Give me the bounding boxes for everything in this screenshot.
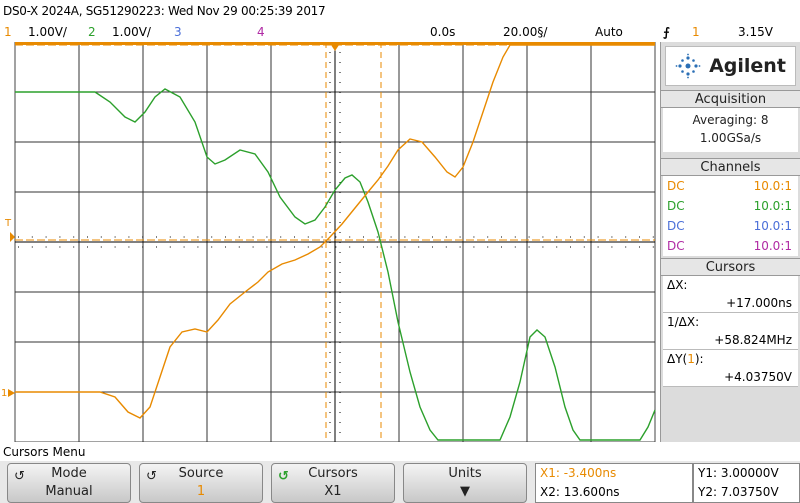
channels-header: Channels [661,158,800,176]
channel-status-bar: 1 1.00V/ 2 1.00V/ 3 4 0.0s 20.00§/ Auto … [0,22,800,42]
mode-softkey-value: Manual [45,484,93,499]
channel-1-waveform [15,44,655,419]
units-softkey[interactable]: Units ▼ [403,463,527,503]
ch2-probe: 10.0:1 [753,199,792,213]
delta-y-source: 1 [687,352,695,366]
trigger-level-arrow [10,232,15,242]
delta-x-label: ΔX: [667,278,688,292]
delta-x-value: +17.000ns [663,294,798,313]
inverse-delta-x-label: 1/ΔX: [667,315,700,329]
mode-softkey[interactable]: ↺ Mode Manual [7,463,131,503]
source-softkey-value: 1 [196,484,206,499]
trigger-mode[interactable]: Auto [595,25,623,39]
channel-row-4: DC 10.0:1 [663,236,798,256]
logo-text: Agilent [709,55,786,77]
acquisition-mode: Averaging: 8 [692,113,769,127]
y-cursor-readout: Y1: 3.00000V Y2: 7.03750V [693,463,800,503]
ch1-ground-arrow [8,389,15,397]
ch1-number[interactable]: 1 [4,25,12,39]
source-softkey[interactable]: ↺ Source 1 [139,463,263,503]
channel-row-2: DC 10.0:1 [663,196,798,216]
y1-readout: Y1: 3.00000V [698,466,779,480]
ch4-number[interactable]: 4 [257,25,265,39]
ch2-scale[interactable]: 1.00V/ [112,25,151,39]
waveform-grid: T 1 [1,42,656,442]
units-softkey-label: Units [448,466,482,481]
time-position[interactable]: 0.0s [430,25,456,39]
channels-panel: DC 10.0:1 DC 10.0:1 DC 10.0:1 DC 10.0:1 [663,176,798,256]
instrument-title: DS0-X 2024A, SG51290223: Wed Nov 29 00:2… [3,4,326,18]
active-knob-icon: ↺ [278,469,289,484]
channel-row-3: DC 10.0:1 [663,216,798,236]
waveform-display[interactable]: T 1 [0,42,660,442]
trigger-level[interactable]: 3.15V [738,25,773,39]
ch2-number[interactable]: 2 [88,25,96,39]
spark-logo-icon [675,53,701,79]
ch1-scale[interactable]: 1.00V/ [28,25,67,39]
ch3-number[interactable]: 3 [174,25,182,39]
trigger-channel[interactable]: 1 [692,25,700,39]
trigger-position-bar [15,42,655,45]
inverse-delta-x-value: +58.824MHz [663,331,798,350]
ch4-probe: 10.0:1 [753,239,792,253]
ch2-coupling: DC [667,199,685,213]
ch1-ground-marker: 1 [1,388,7,399]
mode-softkey-label: Mode [51,466,87,481]
submenu-arrow-icon: ▼ [460,484,470,499]
agilent-logo: Agilent [665,46,796,86]
channel-row-1: DC 10.0:1 [663,176,798,196]
x2-readout: X2: 13.600ns [540,485,620,499]
info-sidebar: Agilent Acquisition Averaging: 8 1.00GSa… [660,42,800,442]
cursors-softkey-label: Cursors [308,466,358,481]
delta-y-value: +4.03750V [663,368,798,387]
trigger-position-marker [331,45,339,51]
source-softkey-label: Source [178,466,224,481]
cursors-header: Cursors [661,258,800,276]
ch4-coupling: DC [667,239,685,253]
x-cursor-readout: X1: -3.400ns X2: 13.600ns [535,463,693,503]
sample-rate: 1.00GSa/s [699,131,762,145]
acquisition-header: Acquisition [661,90,800,108]
delta-y-label: ΔY(1): [667,352,704,366]
ch1-coupling: DC [667,179,685,193]
trigger-level-marker: T [4,218,12,229]
cursors-panel: ΔX: +17.000ns 1/ΔX: +58.824MHz ΔY(1): +4… [663,276,798,387]
acquisition-panel: Averaging: 8 1.00GSa/s [663,108,798,152]
ch3-probe: 10.0:1 [753,219,792,233]
rotate-knob-icon: ↺ [14,469,25,484]
time-scale[interactable]: 20.00§/ [503,25,548,39]
trigger-edge-icon: ⨍ [663,25,670,39]
channel-2-waveform [15,88,656,441]
y2-readout: Y2: 7.03750V [698,485,779,499]
rotate-knob-icon: ↺ [146,469,157,484]
cursors-softkey[interactable]: ↺ Cursors X1 [271,463,395,503]
cursors-softkey-value: X1 [324,484,342,499]
softkey-bar: ↺ Mode Manual ↺ Source 1 ↺ Cursors X1 Un… [0,461,800,503]
title-bar: DS0-X 2024A, SG51290223: Wed Nov 29 00:2… [0,0,800,22]
x1-readout: X1: -3.400ns [540,466,617,480]
ch3-coupling: DC [667,219,685,233]
menu-title: Cursors Menu [3,445,86,459]
ch1-probe: 10.0:1 [753,179,792,193]
